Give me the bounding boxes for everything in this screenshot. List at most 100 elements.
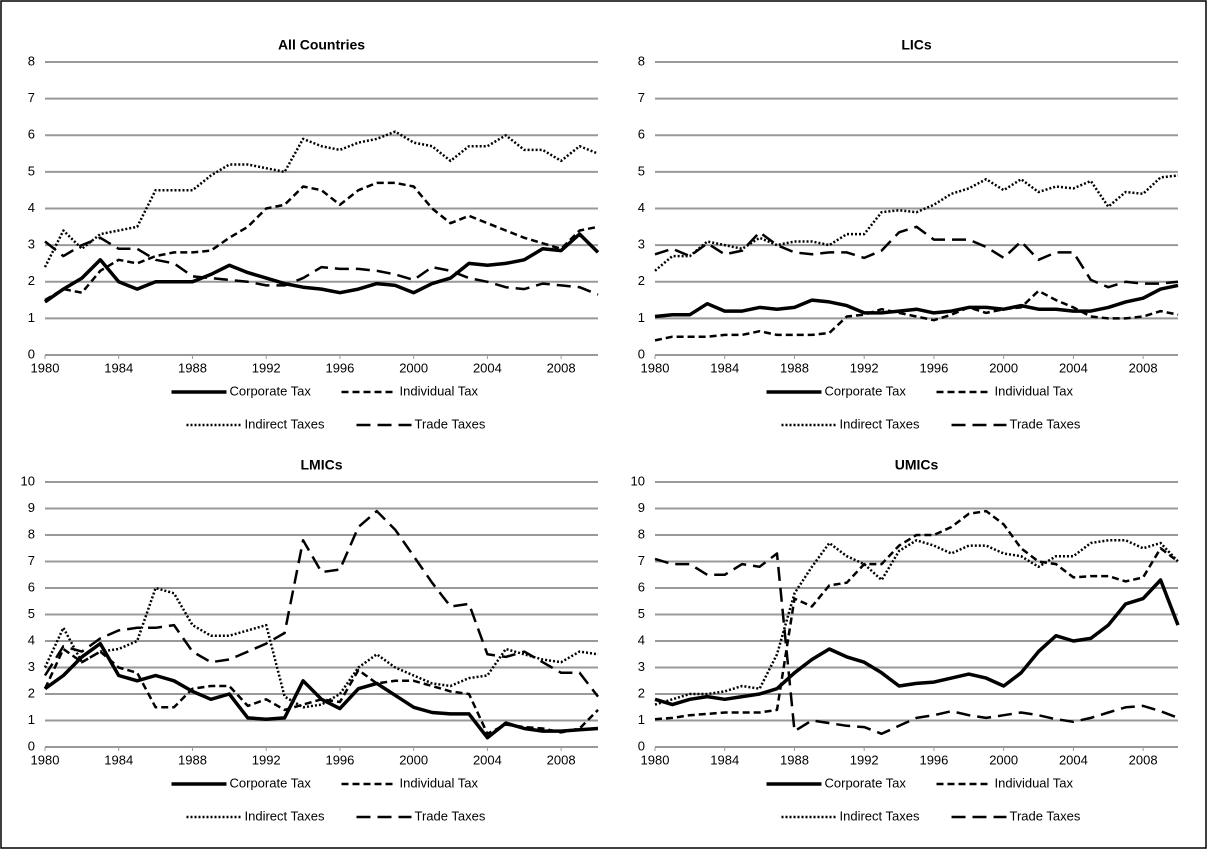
y-tick-label: 3	[638, 659, 645, 674]
y-tick-label: 8	[638, 53, 645, 68]
x-tick-label: 1996	[919, 752, 948, 767]
series-line	[654, 509, 1179, 721]
y-tick-label: 6	[28, 127, 35, 142]
x-tick-label: 1992	[252, 360, 281, 375]
x-tick-label: 2004	[473, 360, 502, 375]
y-tick-label: 1	[638, 310, 645, 325]
series-line	[43, 509, 599, 698]
x-tick-label: 2004	[1059, 360, 1088, 375]
y-tick-label: 6	[638, 127, 645, 142]
x-tick-label: 1984	[104, 360, 133, 375]
x-tick-label: 2000	[399, 360, 428, 375]
x-tick-label: 2008	[547, 752, 576, 767]
y-tick-label: 6	[638, 579, 645, 594]
x-tick-label: 1996	[325, 360, 354, 375]
y-tick-label: 5	[638, 606, 645, 621]
x-tick-label: 2008	[1129, 752, 1158, 767]
legend-label: Indirect Taxes	[245, 416, 325, 431]
chart-title: LICs	[901, 37, 932, 53]
series-line	[654, 552, 1179, 736]
x-tick-label: 1980	[31, 360, 60, 375]
y-tick-label: 6	[28, 579, 35, 594]
legend-label: Trade Taxes	[1010, 808, 1081, 823]
legend-label: Corporate Tax	[230, 775, 312, 790]
y-tick-label: 0	[28, 346, 35, 361]
x-tick-label: 2004	[1059, 752, 1088, 767]
y-tick-label: 10	[21, 473, 35, 488]
legend-label: Trade Taxes	[415, 416, 486, 431]
y-tick-label: 8	[28, 526, 35, 541]
y-tick-label: 7	[638, 553, 645, 568]
x-tick-label: 2000	[989, 752, 1018, 767]
series-line	[43, 647, 599, 736]
x-tick-label: 1996	[919, 360, 948, 375]
legend-label: Indirect Taxes	[840, 808, 920, 823]
y-tick-label: 9	[28, 500, 35, 515]
y-tick-label: 3	[28, 659, 35, 674]
y-tick-label: 0	[28, 738, 35, 753]
x-tick-label: 1988	[178, 752, 207, 767]
y-tick-label: 0	[638, 738, 645, 753]
chart-title: UMICs	[895, 457, 939, 473]
y-tick-label: 4	[638, 200, 645, 215]
x-tick-label: 1988	[178, 360, 207, 375]
legend-label: Individual Tax	[995, 775, 1074, 790]
legend-label: Indirect Taxes	[840, 416, 920, 431]
series-line	[44, 232, 600, 304]
y-tick-label: 4	[28, 200, 35, 215]
y-tick-label: 2	[638, 685, 645, 700]
legend-label: Trade Taxes	[1010, 416, 1081, 431]
y-tick-label: 9	[638, 500, 645, 515]
y-tick-label: 0	[638, 346, 645, 361]
x-tick-label: 1984	[104, 752, 133, 767]
x-tick-label: 1984	[710, 752, 739, 767]
x-tick-label: 1980	[641, 752, 670, 767]
x-tick-label: 2008	[547, 360, 576, 375]
series-line	[654, 174, 1179, 272]
legend-label: Individual Tax	[995, 383, 1074, 398]
y-tick-label: 1	[28, 310, 35, 325]
x-tick-label: 2000	[399, 752, 428, 767]
x-tick-label: 1996	[325, 752, 354, 767]
series-line	[654, 539, 1179, 706]
y-tick-label: 2	[28, 685, 35, 700]
y-tick-label: 7	[28, 90, 35, 105]
series-line	[43, 130, 599, 268]
series-line	[654, 225, 1179, 289]
y-tick-label: 10	[631, 473, 645, 488]
x-tick-label: 1992	[850, 752, 879, 767]
y-tick-label: 5	[28, 606, 35, 621]
y-tick-label: 2	[28, 273, 35, 288]
legend-label: Individual Tax	[400, 775, 479, 790]
x-tick-label: 2008	[1129, 360, 1158, 375]
series-line	[44, 236, 599, 296]
y-tick-label: 3	[638, 237, 645, 252]
x-tick-label: 1988	[780, 360, 809, 375]
series-line	[654, 578, 1180, 707]
y-tick-label: 1	[28, 712, 35, 727]
y-tick-label: 4	[638, 632, 645, 647]
legend-label: Corporate Tax	[230, 383, 312, 398]
x-tick-label: 1980	[641, 360, 670, 375]
series-line	[44, 181, 599, 302]
x-tick-label: 1988	[780, 752, 809, 767]
y-tick-label: 2	[638, 273, 645, 288]
legend-label: Trade Taxes	[415, 808, 486, 823]
x-tick-label: 1980	[31, 752, 60, 767]
x-tick-label: 2004	[473, 752, 502, 767]
x-tick-label: 1992	[252, 752, 281, 767]
y-tick-label: 8	[638, 526, 645, 541]
y-tick-label: 4	[28, 632, 35, 647]
y-tick-label: 7	[638, 90, 645, 105]
y-tick-label: 3	[28, 237, 35, 252]
legend-label: Corporate Tax	[825, 383, 907, 398]
y-tick-label: 5	[28, 163, 35, 178]
y-tick-label: 7	[28, 553, 35, 568]
legend-label: Indirect Taxes	[245, 808, 325, 823]
x-tick-label: 1984	[710, 360, 739, 375]
legend-label: Individual Tax	[400, 383, 479, 398]
y-tick-label: 1	[638, 712, 645, 727]
x-tick-label: 2000	[989, 360, 1018, 375]
